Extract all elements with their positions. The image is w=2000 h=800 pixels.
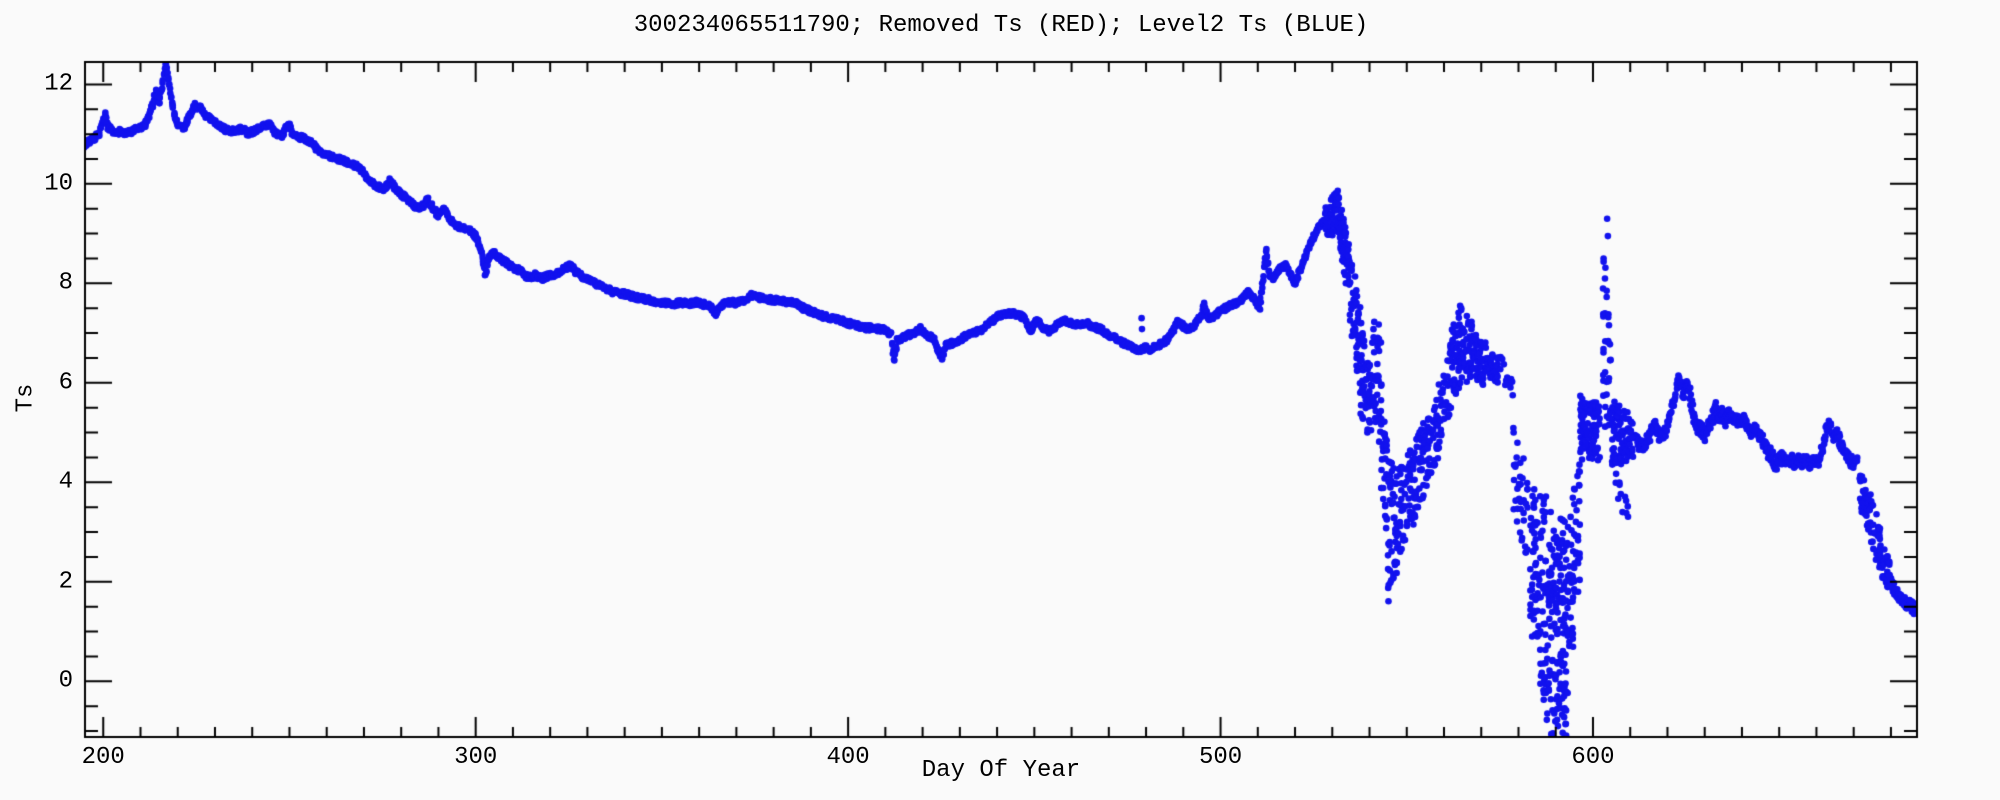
y-tick-label: 4 — [58, 468, 73, 496]
y-axis-label: Ts — [12, 383, 40, 413]
y-tick-label: 8 — [58, 269, 73, 297]
x-tick-label: 400 — [826, 744, 870, 771]
y-tick-label: 10 — [44, 170, 73, 198]
x-axis-label: Day Of Year — [921, 757, 1081, 784]
chart-title: 300234065511790; Removed Ts (RED); Level… — [633, 12, 1369, 39]
y-tick-label: 0 — [58, 667, 73, 695]
x-tick-label: 300 — [454, 744, 498, 771]
x-tick-label: 200 — [81, 744, 125, 771]
x-tick-label: 600 — [1571, 744, 1615, 771]
y-tick-label: 2 — [58, 568, 73, 596]
y-tick-label: 6 — [58, 369, 73, 397]
y-tick-label: 12 — [44, 70, 73, 98]
x-tick-label: 500 — [1198, 744, 1243, 771]
